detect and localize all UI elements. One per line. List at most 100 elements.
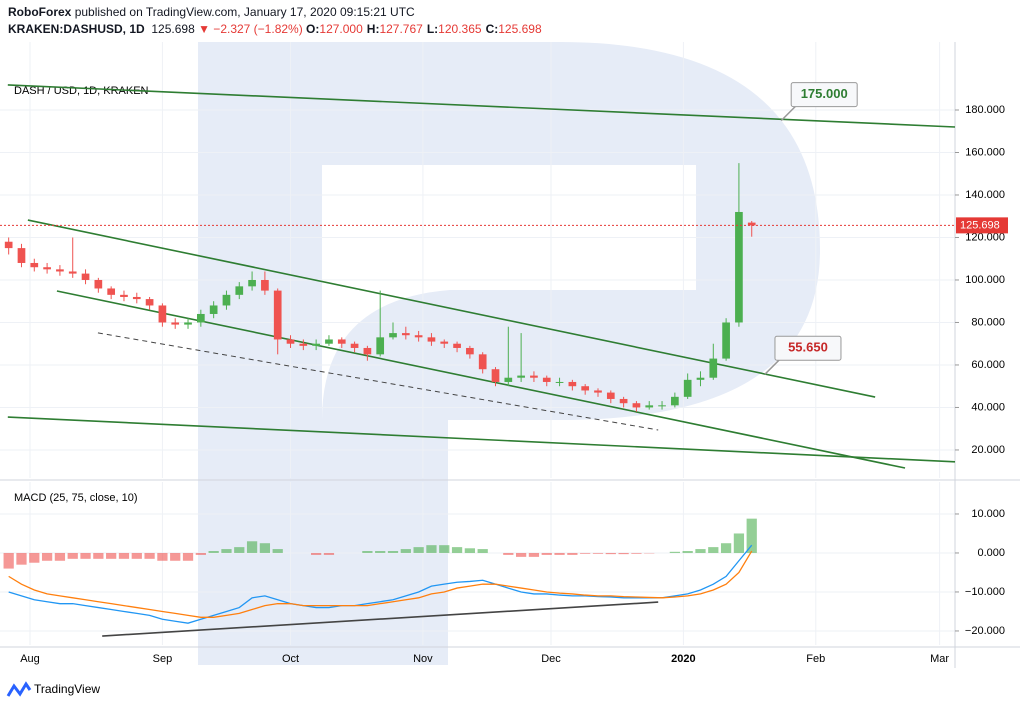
candle-body (722, 322, 730, 359)
candle-body (209, 305, 218, 314)
candle-body (299, 343, 308, 346)
ohlc-value: 120.365 (438, 22, 482, 36)
candle-body (94, 279, 103, 289)
histogram-bar (631, 552, 642, 554)
candle-body (273, 290, 282, 340)
published: published on TradingView.com, January 17… (74, 5, 415, 19)
candle-body (248, 279, 256, 287)
x-tick-label: Aug (20, 653, 40, 665)
candle-body (312, 343, 320, 346)
candle-body (414, 335, 423, 338)
histogram-bar (387, 551, 399, 553)
candle-body (581, 386, 590, 391)
histogram-bar (515, 552, 527, 557)
y-tick-label: 100.000 (965, 274, 1005, 286)
candle-body (427, 337, 436, 342)
histogram-bar (272, 549, 283, 553)
histogram-bar (182, 552, 194, 561)
pane-title: DASH / USD, 1D, KRAKEN (14, 85, 149, 97)
candle-body (337, 339, 346, 344)
candle-body (478, 354, 487, 370)
ohlc-label: H: (366, 22, 380, 36)
candle-body (517, 375, 525, 378)
callout-label: 175.000 (801, 86, 848, 101)
y-tick-label: −20.000 (965, 625, 1005, 637)
histogram-bar (400, 549, 411, 553)
histogram-bar (541, 552, 552, 555)
histogram-bar (720, 543, 732, 553)
ohlc-label: C: (485, 22, 499, 36)
x-tick-label: Feb (806, 653, 825, 665)
ohlc-value: 127.767 (379, 22, 423, 36)
histogram-bar (93, 552, 104, 559)
candle-body (350, 343, 359, 348)
histogram-bar (669, 551, 680, 553)
callout-pointer (780, 104, 798, 122)
histogram-bar (118, 552, 130, 559)
callout-label: 55.650 (788, 340, 828, 355)
candle-body (606, 392, 615, 399)
candle-body (376, 337, 385, 355)
trend-line (102, 601, 659, 637)
y-tick-label: 0.000 (977, 547, 1005, 559)
histogram-bar (708, 547, 719, 553)
histogram-bar (580, 552, 591, 554)
candle-body (261, 279, 269, 291)
trend-line (97, 332, 659, 431)
candle-body (645, 405, 654, 408)
histogram-bar (246, 541, 258, 553)
candle-body (709, 358, 718, 378)
histogram-bar (144, 552, 155, 559)
x-tick-label: 2020 (671, 653, 695, 665)
candle-body (43, 267, 51, 270)
callout-box (774, 335, 842, 361)
x-tick-label: Dec (541, 653, 561, 665)
y-tick-label: 40.000 (971, 401, 1005, 413)
histogram-bar (503, 552, 514, 555)
candle-body (120, 294, 128, 297)
candle-body (30, 262, 39, 268)
candle-body (619, 398, 628, 404)
candle-body (56, 269, 64, 272)
histogram-bar (323, 552, 335, 555)
candle-body (171, 322, 180, 325)
candle-body (132, 296, 141, 300)
macd-line (8, 544, 753, 624)
candle-body (491, 369, 500, 382)
candle-body (389, 333, 397, 338)
histogram-bar (362, 551, 373, 553)
macd-line (8, 550, 753, 618)
symbol: KRAKEN:DASHUSD, 1D (8, 22, 145, 36)
histogram-bar (41, 552, 53, 561)
y-tick-label: 20.000 (971, 444, 1005, 456)
candle-body (158, 305, 167, 323)
histogram-bar (131, 552, 142, 559)
candle-body (184, 322, 192, 325)
histogram-bar (106, 552, 117, 559)
histogram-bar (695, 549, 706, 553)
last: 125.698 (151, 22, 195, 36)
candle-body (466, 347, 474, 355)
candle-body (542, 377, 551, 382)
candle-body (632, 403, 641, 408)
y-tick-label: 60.000 (971, 359, 1005, 371)
histogram-bar (682, 551, 693, 553)
histogram-bar (528, 552, 540, 557)
callout-pointer (764, 357, 782, 375)
candle-body (222, 294, 231, 306)
histogram-bar (439, 545, 450, 553)
candle-body (401, 333, 410, 336)
last-price-label: 125.698 (960, 219, 1000, 231)
candle-body (735, 211, 743, 323)
histogram-bar (464, 548, 476, 553)
candle-body (107, 288, 116, 295)
callout-box (790, 82, 858, 108)
candle-body (325, 339, 333, 344)
candle-body (235, 286, 244, 295)
histogram-bar (618, 552, 629, 555)
footer-brand: TradingView (34, 682, 100, 696)
candle-body (81, 273, 90, 280)
symbol-line: KRAKEN:DASHUSD, 1D 125.698 ▼ −2.327 (−1.… (8, 22, 546, 36)
